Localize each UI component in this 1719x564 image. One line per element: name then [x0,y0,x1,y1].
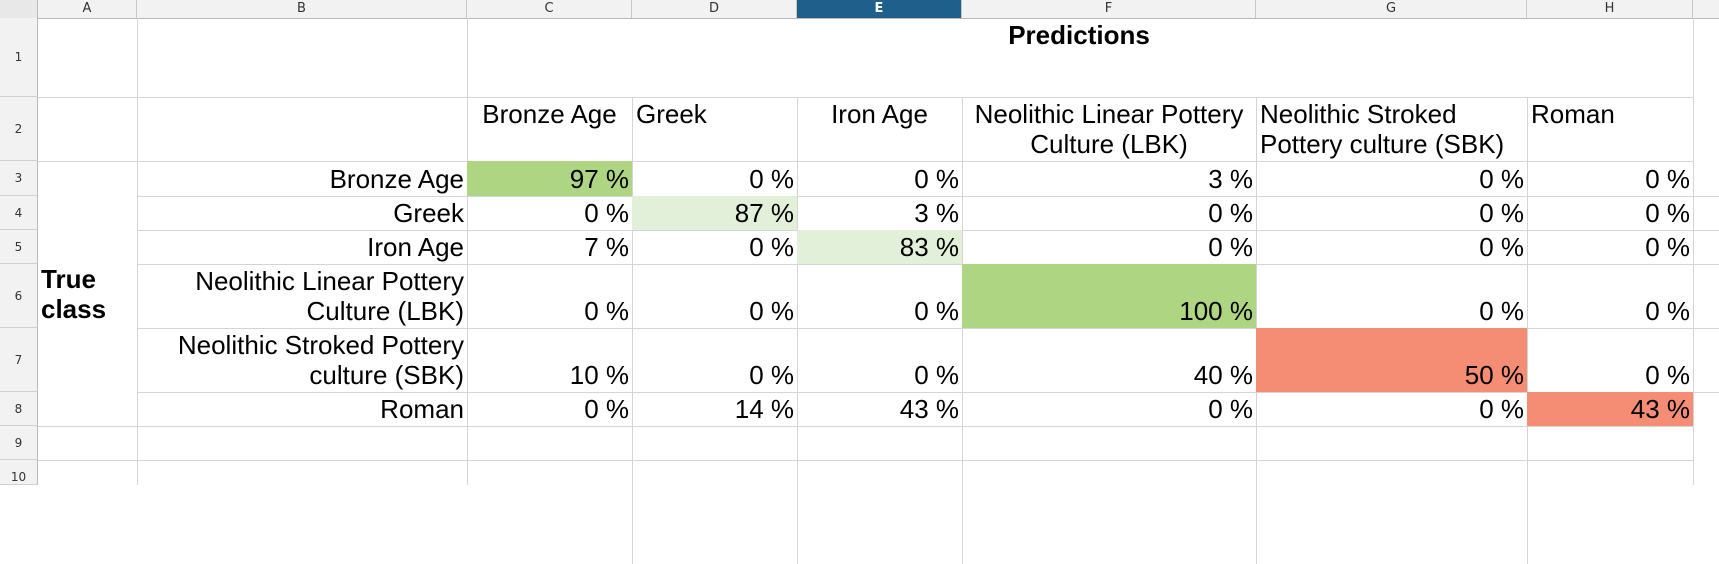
row-label-roman[interactable]: Roman [380,394,464,424]
predictions-title[interactable]: Predictions [1008,20,1150,50]
cell-f8[interactable]: 0 % [1208,394,1253,424]
cell-h3[interactable]: 0 % [1645,164,1690,194]
column-header-c[interactable]: C [467,0,632,18]
cell-e3[interactable]: 0 % [914,164,959,194]
row-label-lbk[interactable]: Neolithic Linear Pottery Culture (LBK) [195,266,464,326]
row-header-4[interactable]: 4 [0,196,38,230]
cell-h7[interactable]: 0 % [1645,360,1690,390]
cell-c5[interactable]: 7 % [584,232,629,262]
cell-d5[interactable]: 0 % [749,232,794,262]
cell-c8[interactable]: 0 % [584,394,629,424]
cell-f3[interactable]: 3 % [1208,164,1253,194]
cell-g4[interactable]: 0 % [1479,198,1524,228]
row-label-iron-age[interactable]: Iron Age [367,232,464,262]
row-header-9[interactable]: 9 [0,426,38,460]
column-header-h[interactable]: H [1527,0,1693,18]
row-label-sbk[interactable]: Neolithic Stroked Pottery culture (SBK) [177,330,464,390]
cell-d6[interactable]: 0 % [749,296,794,326]
cell-f7[interactable]: 40 % [1193,360,1253,390]
cell-c6[interactable]: 0 % [584,296,629,326]
select-all-corner[interactable] [0,0,38,18]
gridline [137,328,1719,329]
gridline [632,97,633,564]
column-header-a[interactable]: A [38,0,137,18]
cell-e4[interactable]: 3 % [914,198,959,228]
row-header-3[interactable]: 3 [0,161,38,196]
column-header-overflow [1693,0,1719,18]
row-header-2[interactable]: 2 [0,97,38,161]
pred-header-greek[interactable]: Greek [636,99,707,129]
cell-c7[interactable]: 10 % [569,360,629,390]
cell-e8[interactable]: 43 % [899,394,959,424]
gridline [38,97,1693,98]
cell-c3[interactable]: 97 % [467,161,632,196]
column-header-e[interactable]: E [797,0,962,18]
row-header-10[interactable]: 10 [0,460,38,485]
gridline [962,97,963,564]
row-header-6[interactable]: 6 [0,264,38,328]
row-header-7[interactable]: 7 [0,328,38,392]
gridline [137,18,138,485]
cell-g5[interactable]: 0 % [1479,232,1524,262]
cell-f5[interactable]: 0 % [1208,232,1253,262]
cell-e5[interactable]: 83 % [797,230,962,264]
column-header-f[interactable]: F [962,0,1256,18]
row-header-5[interactable]: 5 [0,230,38,264]
column-header-d[interactable]: D [632,0,797,18]
gridline-hidden [632,18,633,97]
cell-g7[interactable]: 50 % [1256,328,1527,392]
column-header-g[interactable]: G [1256,0,1527,18]
gridline [1527,97,1528,564]
cell-e7[interactable]: 0 % [914,360,959,390]
gridline [467,18,468,485]
cell-d4[interactable]: 87 % [632,196,797,230]
row-header-8[interactable]: 8 [0,392,38,426]
gridline [38,426,1693,427]
gridline [38,460,1693,461]
cell-d7[interactable]: 0 % [749,360,794,390]
cell-c4[interactable]: 0 % [584,198,629,228]
cell-g6[interactable]: 0 % [1479,296,1524,326]
pred-header-iron-age[interactable]: Iron Age [831,99,928,129]
row-label-bronze-age[interactable]: Bronze Age [329,164,464,194]
row-header-1[interactable]: 1 [0,18,38,97]
cell-h6[interactable]: 0 % [1645,296,1690,326]
cell-h8[interactable]: 43 % [1527,392,1693,426]
cell-d8[interactable]: 14 % [734,394,794,424]
gridline [137,392,1719,393]
true-class-label[interactable]: True class [41,263,107,324]
gridline [38,161,1693,162]
cell-f6[interactable]: 100 % [962,264,1256,328]
cell-e6[interactable]: 0 % [914,296,959,326]
cell-f4[interactable]: 0 % [1208,198,1253,228]
pred-header-bronze-age[interactable]: Bronze Age [482,99,617,129]
pred-header-sbk[interactable]: Neolithic Stroked Pottery culture (SBK) [1260,99,1505,159]
cell-g3[interactable]: 0 % [1479,164,1524,194]
gridline [137,196,1719,197]
column-header-b[interactable]: B [137,0,467,18]
pred-header-lbk[interactable]: Neolithic Linear Pottery Culture (LBK) [974,99,1244,159]
gridline [797,97,798,564]
row-label-greek[interactable]: Greek [393,198,464,228]
gridline [1693,18,1694,485]
cell-g8[interactable]: 0 % [1479,394,1524,424]
gridline [137,264,1719,265]
cell-d3[interactable]: 0 % [749,164,794,194]
cell-h5[interactable]: 0 % [1645,232,1690,262]
cell-h4[interactable]: 0 % [1645,198,1690,228]
pred-header-roman[interactable]: Roman [1531,99,1615,129]
